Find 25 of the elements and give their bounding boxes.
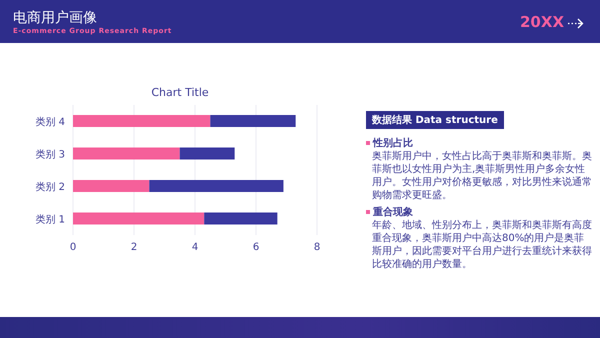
text: 20XX — [520, 13, 564, 31]
y-tick-label: 类别 2 — [35, 180, 65, 193]
bar — [210, 115, 296, 127]
text: 数据结果 Data structure — [366, 111, 504, 129]
text: 性别占比 — [372, 137, 414, 150]
bar — [73, 148, 180, 160]
bar — [180, 148, 235, 160]
x-tick-label: 6 — [252, 242, 260, 254]
x-tick-label: 2 — [130, 242, 138, 254]
x-tick-label: 0 — [70, 242, 76, 254]
y-tick-label: 类别 1 — [35, 213, 65, 226]
bar — [73, 115, 210, 127]
bar — [73, 212, 204, 224]
bar — [149, 180, 284, 192]
chart-title: 电商用户画像 — [13, 9, 97, 27]
bar — [204, 212, 278, 224]
x-tick-label: 8 — [314, 242, 320, 254]
text: 重合现象 — [372, 206, 414, 219]
text: 奥菲斯用户中，女性占比高于奥菲斯和奥菲斯。奥菲斯也以女性用户为主,奥菲斯男性用户多余女性用户。女性用户对价格更敏感，对比男性来说通常购物需求更旺盛。 — [372, 150, 592, 202]
y-tick-label: 类别 3 — [35, 148, 65, 160]
bar — [73, 180, 150, 192]
y-tick-label: 类别 4 — [35, 116, 65, 128]
text: Chart Title — [150, 86, 210, 99]
text: 年龄、地域、性别分布上，奥菲斯和奥菲斯有高度重合现象，奥菲斯用户中高达80%的用户是奥菲斯用户，因此需要对平台用户进行去重统计来获得比较准确的用户数量。 — [372, 219, 592, 271]
x-tick-label: 4 — [192, 242, 198, 254]
